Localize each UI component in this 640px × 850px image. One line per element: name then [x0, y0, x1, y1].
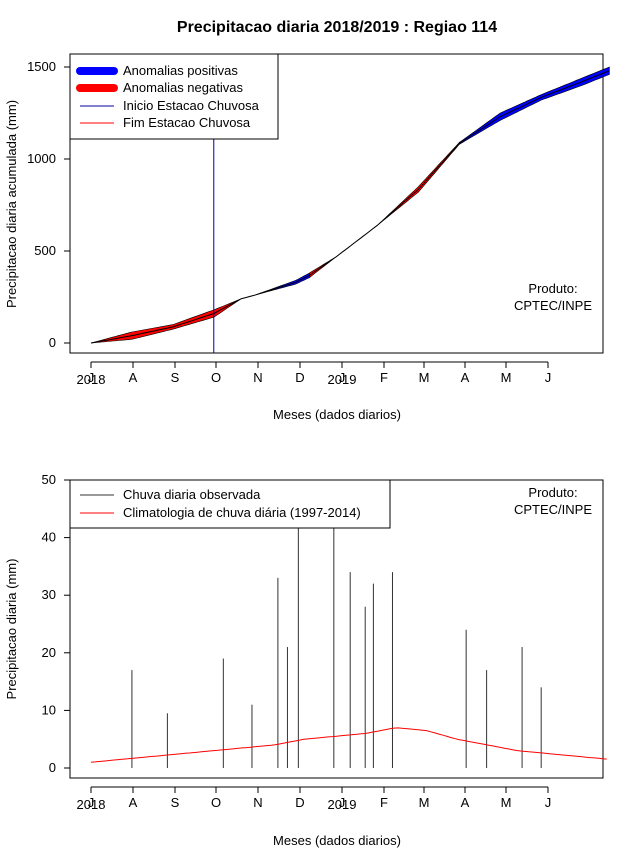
x-tick-label: O [211, 795, 221, 810]
x-year-label: 2018 [77, 797, 106, 812]
x-tick-label: M [501, 795, 512, 810]
x-tick-label: J [88, 370, 95, 385]
x-tick-label: A [129, 370, 138, 385]
x-tick-label: J [339, 795, 346, 810]
x-tick-label: A [129, 795, 138, 810]
legend-item: Anomalias positivas [123, 63, 238, 78]
y-tick-label: 0 [49, 760, 56, 775]
y-axis: 0 10 20 30 40 50 [42, 472, 70, 775]
legend-item: Chuva diaria observada [123, 487, 261, 502]
x-tick-label: N [253, 370, 262, 385]
y-axis-label: Precipitacao diaria acumulada (mm) [4, 100, 19, 308]
x-tick-label: M [501, 370, 512, 385]
x-tick-label: J [545, 795, 552, 810]
x-year-label: 2018 [77, 372, 106, 387]
watermark-line-2: CPTEC/INPE [514, 298, 592, 313]
negative-anomaly-area [90, 294, 255, 344]
y-tick-label: 50 [42, 472, 56, 487]
x-tick-label: D [295, 795, 304, 810]
legend: Chuva diaria observada Climatologia de c… [69, 479, 391, 529]
y-tick-label: 1000 [27, 151, 56, 166]
x-year-label: 2019 [328, 797, 357, 812]
x-tick-label: J [545, 370, 552, 385]
legend: Anomalias positivas Anomalias negativas … [69, 53, 279, 140]
legend-item: Climatologia de chuva diária (1997-2014) [123, 505, 361, 520]
x-tick-label: M [419, 370, 430, 385]
x-tick-label: O [211, 370, 221, 385]
x-tick-label: J [339, 370, 346, 385]
plot-frame [69, 53, 604, 354]
x-axis-label: Meses (dados diarios) [273, 407, 401, 422]
x-tick-label: F [380, 370, 388, 385]
climatology-path [90, 727, 607, 763]
y-tick-label: 500 [34, 243, 56, 258]
y-tick-label: 10 [42, 702, 56, 717]
anomaly-areas [90, 66, 610, 353]
x-tick-label: S [171, 370, 180, 385]
x-tick-label: D [295, 370, 304, 385]
watermark-line-2: CPTEC/INPE [514, 502, 592, 517]
accumulated-line [90, 70, 610, 344]
x-year-label: 2019 [328, 372, 357, 387]
legend-item: Inicio Estacao Chuvosa [123, 98, 260, 113]
watermark-line-1: Produto: [528, 281, 577, 296]
chart-title: Precipitacao diaria 2018/2019 : Regiao 1… [177, 19, 497, 36]
watermark-line-1: Produto: [528, 485, 577, 500]
positive-anomaly-area [459, 66, 610, 145]
legend-item: Fim Estacao Chuvosa [123, 115, 251, 130]
y-tick-label: 20 [42, 645, 56, 660]
x-tick-label: J [88, 795, 95, 810]
x-tick-label: M [419, 795, 430, 810]
y-axis-label: Precipitacao diaria (mm) [4, 559, 19, 700]
negative-anomaly-area [309, 141, 460, 279]
x-tick-label: N [253, 795, 262, 810]
climatology-line [90, 727, 607, 763]
y-axis: 0 500 1000 1500 [27, 59, 70, 350]
legend-box [69, 479, 391, 529]
positive-anomaly-area [254, 272, 310, 296]
legend-item: Anomalias negativas [123, 80, 243, 95]
y-tick-label: 40 [42, 530, 56, 545]
x-tick-label: A [461, 370, 470, 385]
x-axis-label: Meses (dados diarios) [273, 833, 401, 848]
x-tick-label: S [171, 795, 180, 810]
y-tick-label: 30 [42, 587, 56, 602]
y-tick-label: 0 [49, 335, 56, 350]
y-tick-label: 1500 [27, 59, 56, 74]
x-tick-label: A [461, 795, 470, 810]
x-tick-label: F [380, 795, 388, 810]
